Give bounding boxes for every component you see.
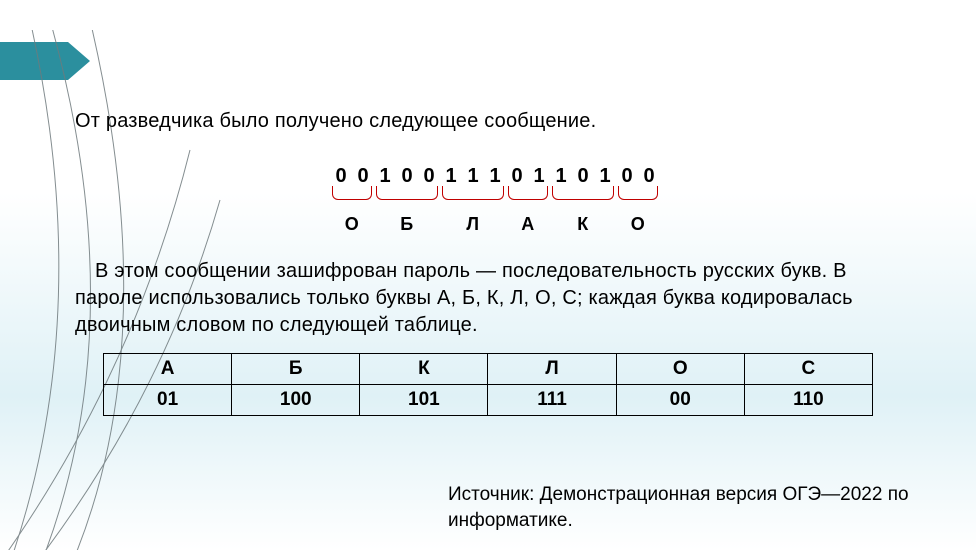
decoded-letter: А: [521, 214, 535, 235]
slide-content: От разведчика было получено следующее со…: [75, 108, 915, 416]
code-table: АБКЛОС 0110010111100110: [103, 353, 873, 416]
table-header-cell: О: [616, 354, 744, 385]
table-row: 0110010111100110: [104, 385, 873, 416]
table-header-cell: А: [104, 354, 232, 385]
encoded-message: 001001110110100 ОБЛАКО: [75, 165, 915, 240]
paragraph-body: В этом сообщении зашифрован пароль — пос…: [75, 258, 915, 339]
bit: 0: [638, 165, 660, 188]
underbrace: [442, 186, 504, 200]
bit: 1: [440, 165, 462, 188]
bit: 1: [550, 165, 572, 188]
bits-row: 001001110110100: [330, 165, 660, 188]
source-citation: Источник: Демонстрационная версия ОГЭ—20…: [448, 482, 928, 533]
underbrace: [552, 186, 614, 200]
decoded-letter: Л: [466, 214, 479, 235]
table-code-cell: 01: [104, 385, 232, 416]
bit: 1: [594, 165, 616, 188]
table-row: АБКЛОС: [104, 354, 873, 385]
bit: 0: [352, 165, 374, 188]
paragraph-intro: От разведчика было получено следующее со…: [75, 108, 915, 135]
underbrace: [332, 186, 372, 200]
bit: 0: [330, 165, 352, 188]
teal-arrow-decoration: [0, 42, 90, 80]
bit: 0: [572, 165, 594, 188]
table-code-cell: 101: [360, 385, 488, 416]
bit: 1: [484, 165, 506, 188]
bit: 0: [418, 165, 440, 188]
bit: 0: [506, 165, 528, 188]
bit: 1: [528, 165, 550, 188]
underbrace: [376, 186, 438, 200]
table-header-cell: С: [744, 354, 872, 385]
decoded-letters: ОБЛАКО: [330, 214, 660, 240]
decoded-letter: О: [631, 214, 646, 235]
underbrace: [618, 186, 658, 200]
bit: 1: [462, 165, 484, 188]
table-header-cell: К: [360, 354, 488, 385]
table-header-cell: Л: [488, 354, 616, 385]
table-code-cell: 00: [616, 385, 744, 416]
underbrace: [508, 186, 548, 200]
decoded-letter: К: [577, 214, 589, 235]
bit: 1: [374, 165, 396, 188]
underbraces: [330, 186, 660, 204]
bit: 0: [616, 165, 638, 188]
table-code-cell: 111: [488, 385, 616, 416]
bit: 0: [396, 165, 418, 188]
table-header-cell: Б: [232, 354, 360, 385]
decoded-letter: О: [345, 214, 360, 235]
table-code-cell: 100: [232, 385, 360, 416]
decoded-letter: Б: [400, 214, 413, 235]
table-code-cell: 110: [744, 385, 872, 416]
